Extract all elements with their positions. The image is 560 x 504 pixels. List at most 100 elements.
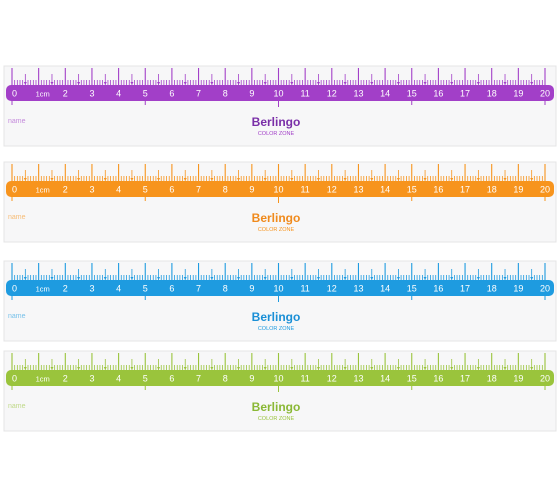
- scale-number: 11: [300, 284, 309, 294]
- number-band: [6, 181, 554, 197]
- half-cm-marker: [343, 82, 347, 85]
- half-cm-marker: [476, 178, 480, 181]
- scale-number: 2: [63, 185, 68, 195]
- scale-number: 20: [540, 284, 550, 294]
- scale-number: 7: [196, 185, 201, 195]
- scale-number: 4: [116, 374, 121, 384]
- scale-number: 20: [540, 89, 550, 99]
- ruler-body: [3, 65, 557, 147]
- half-cm-marker: [316, 367, 320, 370]
- half-cm-marker: [370, 367, 374, 370]
- scale-number: 15: [407, 374, 417, 384]
- half-cm-marker: [103, 277, 107, 280]
- half-cm-marker: [103, 82, 107, 85]
- half-cm-marker: [423, 367, 427, 370]
- ruler-blue: 0 1cm 2 3 4 5 6 7 8 9 10 11 12 13 14 15 16 17 18 19 20 name …: [3, 260, 557, 342]
- tick-marks: [11, 68, 546, 85]
- scale-number: 3: [89, 284, 94, 294]
- scale-number: 3: [89, 374, 94, 384]
- bottom-ticks: [11, 101, 546, 107]
- scale-number: 2: [63, 374, 68, 384]
- half-cm-marker: [130, 82, 134, 85]
- scale-number: 14: [380, 284, 390, 294]
- half-cm-marker: [183, 367, 187, 370]
- half-cm-marker: [343, 277, 347, 280]
- bottom-ticks: [11, 197, 546, 203]
- ruler-body: [3, 350, 557, 432]
- half-cm-marker: [343, 178, 347, 181]
- scale-number: 15: [407, 185, 417, 195]
- bottom-ticks: [11, 296, 546, 302]
- scale-number: 5: [143, 89, 148, 99]
- scale-number: 19: [513, 374, 523, 384]
- scale-number: 16: [433, 185, 443, 195]
- scale-number: 19: [513, 185, 523, 195]
- half-cm-marker: [77, 82, 81, 85]
- tick-marks: [11, 353, 546, 370]
- half-cm-marker: [103, 178, 107, 181]
- scale-number: 11: [300, 89, 309, 99]
- half-cm-marker: [503, 82, 507, 85]
- half-cm-marker: [157, 82, 161, 85]
- scale-number: 16: [433, 284, 443, 294]
- scale-numbers: 0 1cm 2 3 4 5 6 7 8 9 10 11 12 13 14 15 16 17 18 19 20: [12, 185, 550, 195]
- half-cm-marker: [210, 178, 214, 181]
- scale-number: 17: [460, 89, 470, 99]
- half-cm-marker: [476, 82, 480, 85]
- half-cm-marker: [263, 82, 267, 85]
- zone-label: COLOR ZONE: [258, 227, 295, 233]
- half-cm-marker: [183, 277, 187, 280]
- half-cm-marker: [50, 178, 54, 181]
- scale-number: 9: [249, 284, 254, 294]
- half-cm-marker: [130, 178, 134, 181]
- scale-number: 18: [487, 89, 497, 99]
- scale-number: 4: [116, 185, 121, 195]
- zone-label: COLOR ZONE: [258, 416, 295, 422]
- half-cm-marker: [263, 277, 267, 280]
- scale-number: 13: [353, 374, 363, 384]
- half-cm-marker: [423, 178, 427, 181]
- half-cm-marker: [210, 277, 214, 280]
- scale-number: 5: [143, 284, 148, 294]
- half-cm-marker: [396, 82, 400, 85]
- half-cm-marker: [183, 178, 187, 181]
- scale-number: 12: [327, 374, 337, 384]
- half-cm-marker: [503, 277, 507, 280]
- scale-number: 6: [169, 89, 174, 99]
- half-cm-marker: [530, 367, 534, 370]
- scale-number: 8: [223, 284, 228, 294]
- scale-number: 1cm: [36, 375, 50, 384]
- half-cm-marker: [23, 82, 27, 85]
- zone-label: COLOR ZONE: [258, 131, 295, 137]
- scale-number: 4: [116, 284, 121, 294]
- half-cm-marker: [290, 367, 294, 370]
- scale-number: 18: [487, 374, 497, 384]
- half-cm-marker: [343, 367, 347, 370]
- name-label: name: [8, 403, 26, 410]
- half-cm-marker: [183, 82, 187, 85]
- half-cm-marker: [210, 82, 214, 85]
- half-cm-marker: [316, 178, 320, 181]
- ruler-green: 0 1cm 2 3 4 5 6 7 8 9 10 11 12 13 14 15 16 17 18 19 20 name …: [3, 350, 557, 432]
- scale-number: 7: [196, 374, 201, 384]
- scale-number: 14: [380, 374, 390, 384]
- scale-number: 1cm: [36, 90, 50, 99]
- half-cm-marker: [476, 277, 480, 280]
- half-cm-marker: [23, 277, 27, 280]
- scale-number: 13: [353, 89, 363, 99]
- scale-number: 0: [12, 89, 17, 99]
- scale-number: 18: [487, 284, 497, 294]
- half-cm-marker: [503, 178, 507, 181]
- ruler-body: [3, 260, 557, 342]
- half-cm-marker: [263, 178, 267, 181]
- scale-number: 16: [433, 374, 443, 384]
- scale-number: 12: [327, 185, 337, 195]
- tick-marks: [11, 164, 546, 181]
- half-cm-marker: [77, 367, 81, 370]
- scale-number: 17: [460, 185, 470, 195]
- half-cm-marker: [50, 82, 54, 85]
- scale-number: 9: [249, 374, 254, 384]
- tick-marks: [11, 263, 546, 280]
- scale-number: 7: [196, 89, 201, 99]
